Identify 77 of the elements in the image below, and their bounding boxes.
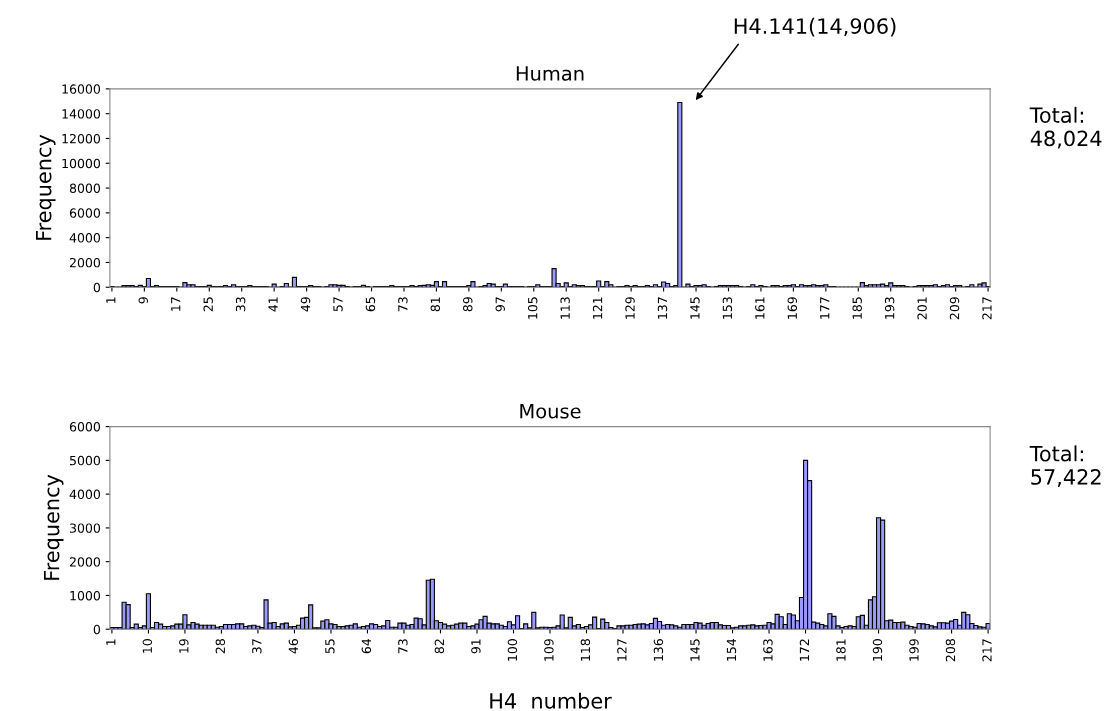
x-tick-label: 57 — [333, 297, 343, 312]
x-tick-label: 9 — [138, 297, 148, 304]
x-tick-label: 121 — [592, 297, 603, 319]
x-tick-label: 136 — [653, 639, 664, 661]
x-tick-label: 100 — [507, 639, 518, 661]
x-tick-label: 1 — [106, 297, 116, 303]
text: H4.141(14,906) — [734, 17, 896, 37]
y-tick-label: 2000 — [69, 257, 101, 268]
y-tick-label: 0 — [93, 624, 101, 635]
x-tick-label: 169 — [787, 297, 798, 319]
x-tick-label: 153 — [722, 297, 733, 319]
x-tick-label: 181 — [836, 639, 846, 661]
x-tick-label: 55 — [325, 639, 335, 654]
text: Total: 57,422 — [1029, 445, 1101, 487]
chart-title: Human — [516, 66, 584, 81]
x-tick-label: 199 — [909, 639, 919, 661]
x-tick-label: 172 — [799, 639, 809, 661]
x-tick-label: 154 — [726, 638, 737, 661]
x-tick-label: 91 — [471, 639, 481, 654]
x-tick-label: 33 — [235, 297, 246, 312]
x-tick-label: 37 — [252, 639, 262, 654]
x-tick-label: 49 — [300, 297, 311, 312]
x-tick-label: 10 — [142, 639, 153, 653]
x-tick-label: 73 — [398, 639, 408, 654]
y-tick-label: 1000 — [70, 590, 101, 601]
x-tick-label: 41 — [268, 297, 278, 312]
y-tick-label: 6000 — [69, 208, 101, 218]
x-tick-label: 105 — [527, 297, 538, 319]
x-tick-label: 137 — [657, 297, 668, 319]
x-tick-label: 145 — [690, 297, 700, 319]
x-tick-label: 81 — [430, 297, 441, 312]
y-tick-label: 10000 — [62, 158, 101, 169]
x-tick-label: 145 — [690, 639, 700, 661]
x-tick-label: 201 — [917, 297, 927, 320]
y-tick-label: 5000 — [70, 455, 101, 466]
x-tick-label: 193 — [884, 297, 895, 319]
y-tick-label: 4000 — [69, 233, 101, 243]
x-tick-label: 129 — [625, 297, 635, 319]
y-tick-label: 16000 — [62, 84, 101, 94]
x-tick-label: 46 — [288, 639, 299, 654]
x-tick-label: 208 — [945, 639, 956, 662]
x-tick-label: 163 — [763, 639, 773, 661]
y-axis-title: Frequency — [36, 134, 56, 240]
x-tick-label: 28 — [215, 639, 226, 654]
x-tick-label: 127 — [617, 639, 627, 661]
x-tick-label: 1 — [106, 639, 116, 645]
x-tick-label: 65 — [365, 297, 376, 312]
y-tick-label: 4000 — [69, 489, 101, 500]
x-tick-label: 161 — [755, 297, 765, 319]
x-tick-label: 209 — [949, 297, 960, 320]
x-tick-label: 185 — [852, 297, 862, 319]
y-tick-label: 12000 — [62, 133, 101, 144]
text: Total: 48,024 — [1029, 106, 1102, 149]
x-tick-label: 17 — [171, 297, 181, 311]
y-tick-label: 8000 — [69, 183, 101, 193]
y-tick-label: 2000 — [69, 557, 101, 567]
x-tick-label: 217 — [982, 639, 992, 662]
y-tick-label: 6000 — [69, 422, 101, 432]
x-tick-label: 177 — [820, 297, 830, 319]
x-tick-label: 89 — [463, 297, 473, 312]
x-tick-label: 97 — [495, 297, 505, 312]
x-tick-label: 113 — [560, 297, 570, 319]
y-tick-label: 0 — [93, 282, 101, 293]
x-tick-label: 109 — [544, 639, 554, 661]
x-tick-label: 82 — [434, 639, 445, 654]
x-tick-label: 217 — [982, 297, 992, 320]
x-tick-label: 19 — [179, 639, 189, 653]
x-tick-label: 73 — [398, 297, 408, 312]
x-tick-label: 25 — [203, 297, 213, 312]
x-tick-label: 64 — [361, 638, 372, 654]
chart-title: Mouse — [520, 404, 581, 419]
y-tick-label: 3000 — [70, 523, 101, 533]
y-tick-label: 14000 — [62, 109, 101, 119]
x-tick-label: 190 — [872, 639, 883, 661]
y-axis-title: Frequency — [43, 474, 64, 580]
x-tick-label: 118 — [580, 639, 591, 661]
x-axis-title: H4 number — [490, 692, 612, 709]
